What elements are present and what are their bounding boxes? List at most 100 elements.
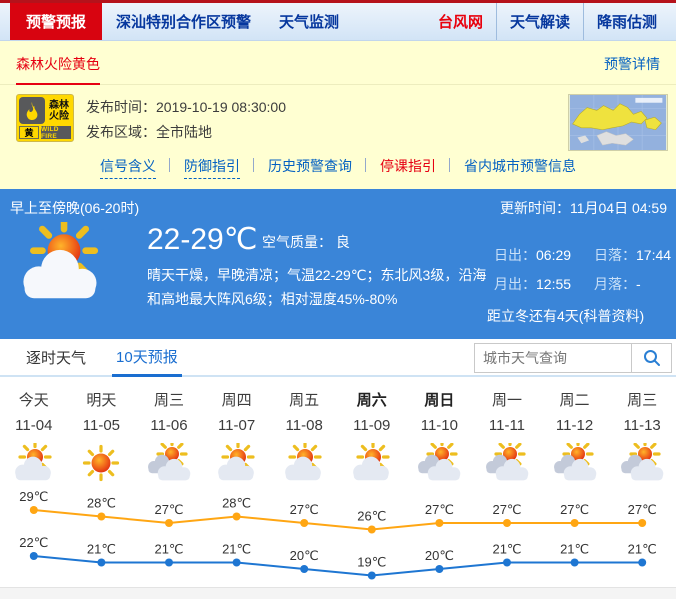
svg-text:21℃: 21℃: [560, 542, 589, 557]
alert-panel: 森林火险黄色 预警详情 森林 火险 黄 WILD FIRE 发布时间: [0, 41, 676, 189]
day-date: 11-13: [623, 417, 661, 434]
day-name: 周日: [424, 392, 455, 409]
moonset-label: 月落：: [594, 276, 636, 292]
forecast-day-column[interactable]: 周二 11-12: [541, 389, 609, 483]
temperature-chart-wrap: 29℃ 28℃ 27℃ 28℃ 27℃ 26℃ 27℃ 27℃ 27℃ 27℃ 22℃ 21℃ 21℃ 2…: [0, 483, 676, 587]
nav-link-weather-monitor[interactable]: 天气监测: [279, 14, 340, 31]
sunrise-label: 日出：: [494, 247, 536, 263]
temperature-chart: 29℃ 28℃ 27℃ 28℃ 27℃ 26℃ 27℃ 27℃ 27℃ 27℃ 22℃ 21℃ 21℃ 2…: [19, 489, 657, 580]
sunrise-value: 06:29: [536, 247, 572, 263]
warn-en-label: WILD FIRE: [41, 126, 71, 140]
partly-cloudy-icon: [338, 443, 406, 483]
alert-body: 森林 火险 黄 WILD FIRE 发布时间：2019-10-19 08:30:…: [0, 85, 676, 145]
top-nav: 预警预报 深汕特别合作区预警 天气监测 台风网 天气解读 降雨估测: [0, 0, 676, 41]
cloudy-icon: [135, 443, 203, 483]
link-history-warning-query[interactable]: 历史预警查询: [253, 156, 352, 178]
forecast-day-column[interactable]: 周一 11-11: [473, 389, 541, 483]
moonrise-value: 12:55: [536, 276, 572, 292]
search-button[interactable]: [632, 343, 672, 373]
publish-time-label: 发布时间：: [86, 99, 156, 115]
warn-badge-bottom: 黄 WILD FIRE: [19, 126, 71, 140]
sunset-value: 17:44: [636, 247, 672, 263]
day-name: 周四: [221, 392, 252, 409]
svg-text:29℃: 29℃: [19, 489, 48, 504]
alert-title-wildfire-yellow[interactable]: 森林火险黄色: [16, 54, 100, 85]
day-name: 周二: [559, 392, 590, 409]
link-signal-meaning[interactable]: 信号含义: [100, 156, 156, 179]
moonset-value: -: [636, 276, 641, 292]
forecast-day-column[interactable]: 周三 11-13: [608, 389, 676, 483]
nav-link-rain-estimate[interactable]: 降雨估测: [582, 3, 670, 40]
day-name: 明天: [86, 392, 117, 409]
svg-text:21℃: 21℃: [154, 542, 183, 557]
publish-area-row: 发布区域：全市陆地: [86, 120, 286, 145]
publish-time-value: 2019-10-19 08:30:00: [156, 99, 286, 115]
search-icon: [643, 350, 660, 366]
forecast-day-column[interactable]: 明天 11-05: [68, 389, 136, 483]
svg-text:21℃: 21℃: [87, 542, 116, 557]
nav-link-typhoon-net[interactable]: 台风网: [437, 14, 483, 31]
forecast-days: 今天 11-04 明天 11-05 周三 11-06 周四 11-07 周五 11-08 周…: [0, 377, 676, 483]
link-defense-guide[interactable]: 防御指引: [169, 156, 240, 179]
link-province-city-warnings[interactable]: 省内城市预警信息: [449, 156, 576, 178]
nav-right-links: 台风网 天气解读 降雨估测: [425, 3, 676, 40]
update-time-value: 11月04日 04:59: [569, 200, 667, 216]
nav-link-weather-interpretation[interactable]: 天气解读: [495, 3, 583, 40]
air-quality: 空气质量： 良: [262, 232, 350, 252]
warning-area-map[interactable]: [568, 94, 668, 151]
forecast-day-column[interactable]: 周日 11-10: [406, 389, 474, 483]
warn-level: 黄: [19, 126, 39, 139]
day-date: 11-08: [285, 417, 323, 434]
air-quality-value: 良: [335, 234, 350, 250]
day-date: 11-04: [15, 417, 53, 434]
svg-text:28℃: 28℃: [222, 496, 251, 511]
moonrise: 月出：12:55: [494, 274, 594, 294]
forecast-day-column[interactable]: 周五 11-08: [270, 389, 338, 483]
alert-detail-link[interactable]: 预警详情: [604, 56, 660, 72]
svg-text:27℃: 27℃: [628, 502, 657, 517]
forecast-day-column[interactable]: 周四 11-07: [203, 389, 271, 483]
current-weather-icon partly-cloudy-icon: [14, 216, 110, 309]
svg-text:19℃: 19℃: [357, 555, 386, 570]
day-name: 周一: [491, 392, 522, 409]
cloudy-icon: [473, 443, 541, 483]
svg-text:21℃: 21℃: [628, 542, 657, 557]
cloudy-icon: [541, 443, 609, 483]
warn-type-line2: 火险: [49, 110, 69, 122]
svg-text:28℃: 28℃: [87, 496, 116, 511]
svg-text:26℃: 26℃: [357, 509, 386, 524]
current-weather-panel: 早上至傍晚(06-20时) 更新时间：11月04日 04:59 22-29℃ 空…: [0, 189, 676, 339]
temperature-range: 22-29℃: [147, 223, 258, 256]
nav-link-shenshan[interactable]: 深汕特别合作区预警: [116, 14, 252, 31]
publish-time-row: 发布时间：2019-10-19 08:30:00: [86, 95, 286, 120]
forecast-day-column[interactable]: 今天 11-04: [0, 389, 68, 483]
alert-links-row: 信号含义 防御指引 历史预警查询 停课指引 省内城市预警信息: [0, 145, 676, 179]
svg-text:27℃: 27℃: [492, 502, 521, 517]
link-class-suspension-guide[interactable]: 停课指引: [365, 156, 436, 178]
day-date: 11-11: [488, 417, 526, 434]
nav-tab-warning-forecast[interactable]: 预警预报: [10, 3, 103, 40]
day-name: 周六: [356, 392, 387, 409]
svg-text:22℃: 22℃: [19, 535, 48, 550]
partly-cloudy-icon: [0, 443, 68, 483]
day-date: 11-09: [353, 417, 391, 434]
warn-badge-type: 森林 火险: [47, 97, 71, 124]
moonset: 月落：-: [594, 274, 671, 294]
sunrise: 日出：06:29: [494, 245, 594, 265]
publish-area-label: 发布区域：: [86, 124, 156, 140]
forecast-tabbar: 逐时天气 10天预报: [0, 339, 676, 377]
city-search: [474, 343, 672, 373]
search-input[interactable]: [474, 343, 632, 373]
svg-text:20℃: 20℃: [290, 548, 319, 563]
tab-hourly-weather[interactable]: 逐时天气: [26, 349, 87, 367]
svg-text:27℃: 27℃: [425, 502, 454, 517]
tab-ten-day-forecast[interactable]: 10天预报: [112, 339, 182, 377]
forecast-day-column[interactable]: 周三 11-06: [135, 389, 203, 483]
solar-term-countdown[interactable]: 距立冬还有4天(科普资料): [487, 308, 645, 324]
warn-type-line1: 森林: [49, 99, 69, 111]
sunny-icon: [68, 443, 136, 483]
day-name: 今天: [18, 392, 49, 409]
forecast-day-column[interactable]: 周六 11-09: [338, 389, 406, 483]
publish-area-value: 全市陆地: [156, 124, 212, 140]
sunset: 日落：17:44: [594, 245, 671, 265]
